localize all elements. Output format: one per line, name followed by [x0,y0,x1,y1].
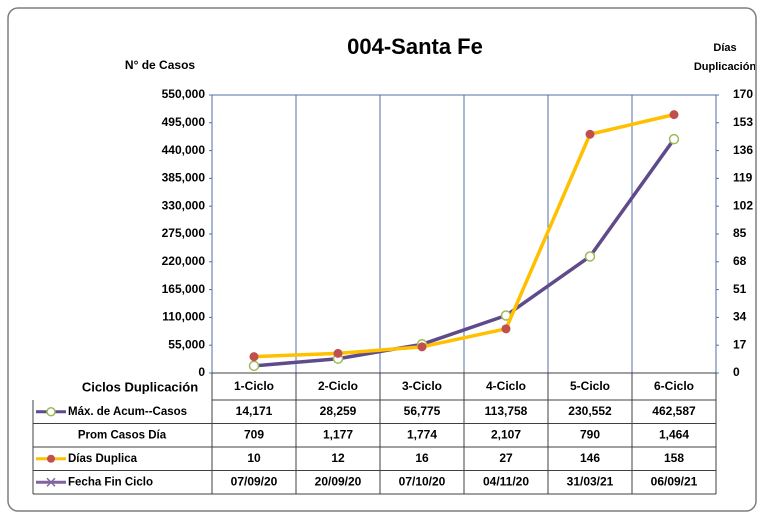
y2-axis-label: Días [713,42,736,54]
chart-title: 004-Santa Fe [347,34,483,59]
y-tick-label: 110,000 [162,310,205,324]
table-cell: 1,774 [407,427,437,441]
y-tick-label: 495,000 [162,115,206,129]
x-tick-label: 6-Ciclo [654,379,694,393]
y2-tick-label: 119 [733,171,753,185]
y-tick-label: 275,000 [162,226,206,240]
table-cell: 113,758 [485,404,528,418]
y2-tick-label: 136 [733,143,753,157]
y2-tick-label: 170 [733,87,753,101]
table-cell: 1,464 [659,427,689,441]
series-marker [333,348,343,358]
table-cell: 12 [331,451,345,465]
y2-tick-label: 17 [733,337,747,351]
series-line [253,138,676,368]
table-cell: 07/10/20 [399,474,446,488]
y2-axis-label: Duplicación [694,61,757,73]
series-marker [417,342,427,352]
table-cell: 1,177 [323,427,353,441]
y-tick-label: 220,000 [162,254,206,268]
table-cell: 2,107 [491,427,521,441]
x-tick-label: 3-Ciclo [402,379,442,393]
x-tick-label: 1-Ciclo [234,379,274,393]
table-cell: 709 [244,427,264,441]
table-cell: 56,775 [404,404,441,418]
series-marker [501,324,511,334]
x-tick-label: 2-Ciclo [318,379,358,393]
series-marker [249,352,259,362]
y2-tick-label: 34 [733,310,747,324]
y-tick-label: 0 [198,365,205,379]
table-cell: 06/09/21 [651,474,698,488]
table-cell: 07/09/20 [231,474,278,488]
table-cell: 04/11/20 [483,474,529,488]
y-tick-label: 550,000 [162,87,206,101]
table-header: Ciclos Duplicación [82,379,198,394]
table-cell: 20/09/20 [315,474,362,488]
series-line [253,112,675,359]
table-cell: 146 [580,451,600,465]
legend-label: Fecha Fin Ciclo [68,476,153,488]
legend-marker [46,407,56,417]
y2-tick-label: 102 [733,198,753,212]
legend-marker [47,454,55,463]
chart-frame [7,7,757,512]
series-marker [584,251,596,262]
y2-tick-label: 0 [733,365,740,379]
table-cell: 230,552 [568,404,612,418]
table-cell: 10 [247,451,261,465]
series-marker [248,360,260,372]
table-cell: 28,259 [320,404,357,418]
legend-marker [46,477,56,487]
table-cell: 14,171 [236,404,273,418]
series-marker [585,129,595,139]
table-cell: 790 [580,427,600,441]
table-cell: 16 [415,451,429,465]
chart-body: 004-Santa Fe N° de Casos Días Duplicació… [32,34,757,495]
y2-tick-label: 153 [733,115,753,129]
legend-label: Días Duplica [68,453,138,465]
table-cell: 27 [499,451,513,465]
table-cell: 158 [664,451,684,465]
series-marker [669,110,679,120]
x-tick-label: 5-Ciclo [570,379,610,393]
y-tick-label: 440,000 [162,143,206,157]
y-tick-label: 385,000 [162,171,206,185]
y2-tick-label: 51 [733,282,747,296]
y2-tick-label: 85 [733,226,747,240]
y-tick-label: 330,000 [162,198,206,212]
table-cell: 31/03/21 [567,474,614,488]
x-tick-label: 4-Ciclo [486,379,526,393]
legend-label: Prom Casos Día [78,429,167,441]
y-tick-label: 165,000 [162,282,206,296]
y2-tick-label: 68 [733,254,747,268]
legend-label: Máx. de Acum--Casos [68,406,187,418]
y-tick-label: 55,000 [168,337,205,351]
table-cell: 462,587 [652,404,696,418]
series-marker [668,133,680,145]
y-axis-label: N° de Casos [125,58,195,72]
